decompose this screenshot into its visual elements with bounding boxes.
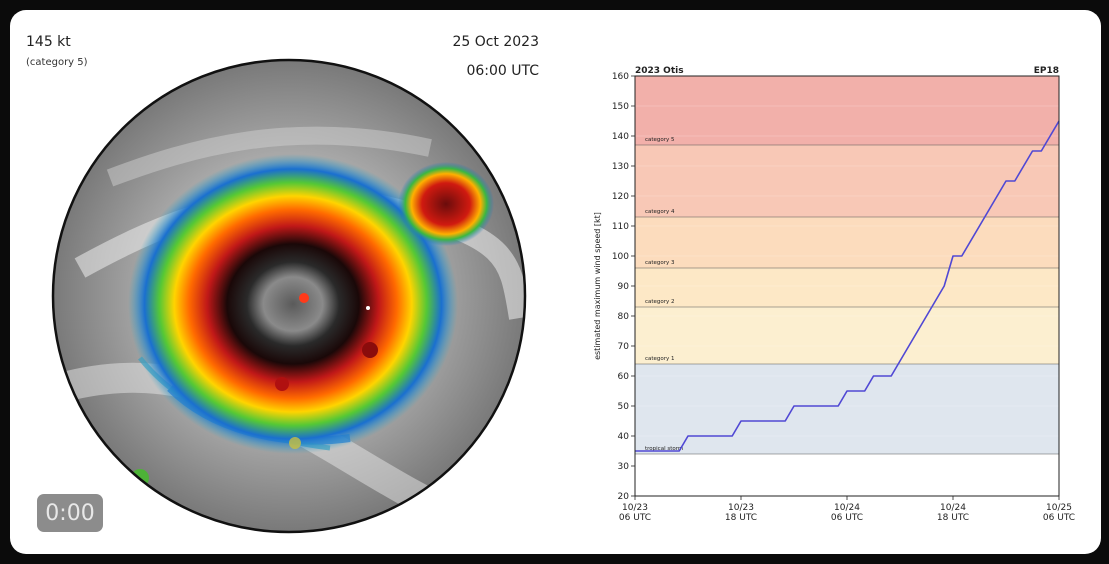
date-label: 25 Oct 2023 <box>452 34 539 50</box>
x-tick-label: 18 UTC <box>937 513 969 523</box>
x-tick-label: 06 UTC <box>619 513 651 523</box>
playback-timer[interactable]: 0:00 <box>37 494 103 532</box>
category-band <box>635 217 1059 268</box>
y-tick-label: 130 <box>612 162 629 172</box>
band-label: tropical storm <box>645 446 683 452</box>
plot-frame <box>634 75 1060 497</box>
x-tick-label: 06 UTC <box>1043 513 1075 523</box>
band-label: category 3 <box>645 260 675 266</box>
y-tick-label: 50 <box>618 402 630 412</box>
y-tick-label: 40 <box>618 432 630 442</box>
category-bands: tropical storm category 1 category 2 catego… <box>635 76 1059 455</box>
band-label: category 5 <box>645 137 675 143</box>
x-tick-label: 18 UTC <box>725 513 757 523</box>
y-tick-label: 80 <box>618 312 630 322</box>
band-label: category 4 <box>645 209 675 215</box>
category-band <box>635 145 1059 217</box>
band-label: category 2 <box>645 299 675 305</box>
y-tick-label: 90 <box>618 282 630 292</box>
y-tick-label: 60 <box>618 372 630 382</box>
y-tick-label: 140 <box>612 132 629 142</box>
x-tick-label: 10/25 <box>1046 503 1072 513</box>
y-axis-label: estimated maximum wind speed [kt] <box>593 212 602 360</box>
category-label: (category 5) <box>26 57 88 68</box>
category-band <box>635 364 1059 454</box>
x-tick-label: 06 UTC <box>831 513 863 523</box>
intensity-line <box>635 120 1060 452</box>
x-tick-label: 10/23 <box>622 503 648 513</box>
y-tick-label: 100 <box>612 252 629 262</box>
axis-ticks: 20 30 40 50 60 70 80 90 100 110 120 130 140 150 160 10/… <box>612 72 1075 523</box>
storm-id: EP18 <box>1034 66 1059 76</box>
y-tick-label: 70 <box>618 342 630 352</box>
x-tick-label: 10/24 <box>834 503 860 513</box>
y-tick-label: 160 <box>612 72 629 82</box>
y-tick-label: 120 <box>612 192 629 202</box>
video-frame: 145 kt (category 5) 25 Oct 2023 06:00 UT… <box>10 10 1101 554</box>
category-band <box>635 76 1059 145</box>
y-tick-label: 30 <box>618 462 630 472</box>
intensity-chart: tropical storm category 1 category 2 catego… <box>593 66 1075 523</box>
series-line <box>635 120 1060 452</box>
chart-title: 2023 Otis <box>635 66 684 76</box>
x-tick-label: 10/23 <box>728 503 754 513</box>
satellite-image <box>51 58 527 534</box>
category-band <box>635 307 1059 364</box>
y-tick-label: 150 <box>612 102 629 112</box>
category-band <box>635 268 1059 307</box>
band-label: category 1 <box>645 356 675 362</box>
wind-speed-label: 145 kt <box>26 34 71 50</box>
y-tick-label: 20 <box>618 492 630 502</box>
y-tick-label: 110 <box>612 222 629 232</box>
time-label: 06:00 UTC <box>466 63 539 79</box>
x-tick-label: 10/24 <box>940 503 966 513</box>
